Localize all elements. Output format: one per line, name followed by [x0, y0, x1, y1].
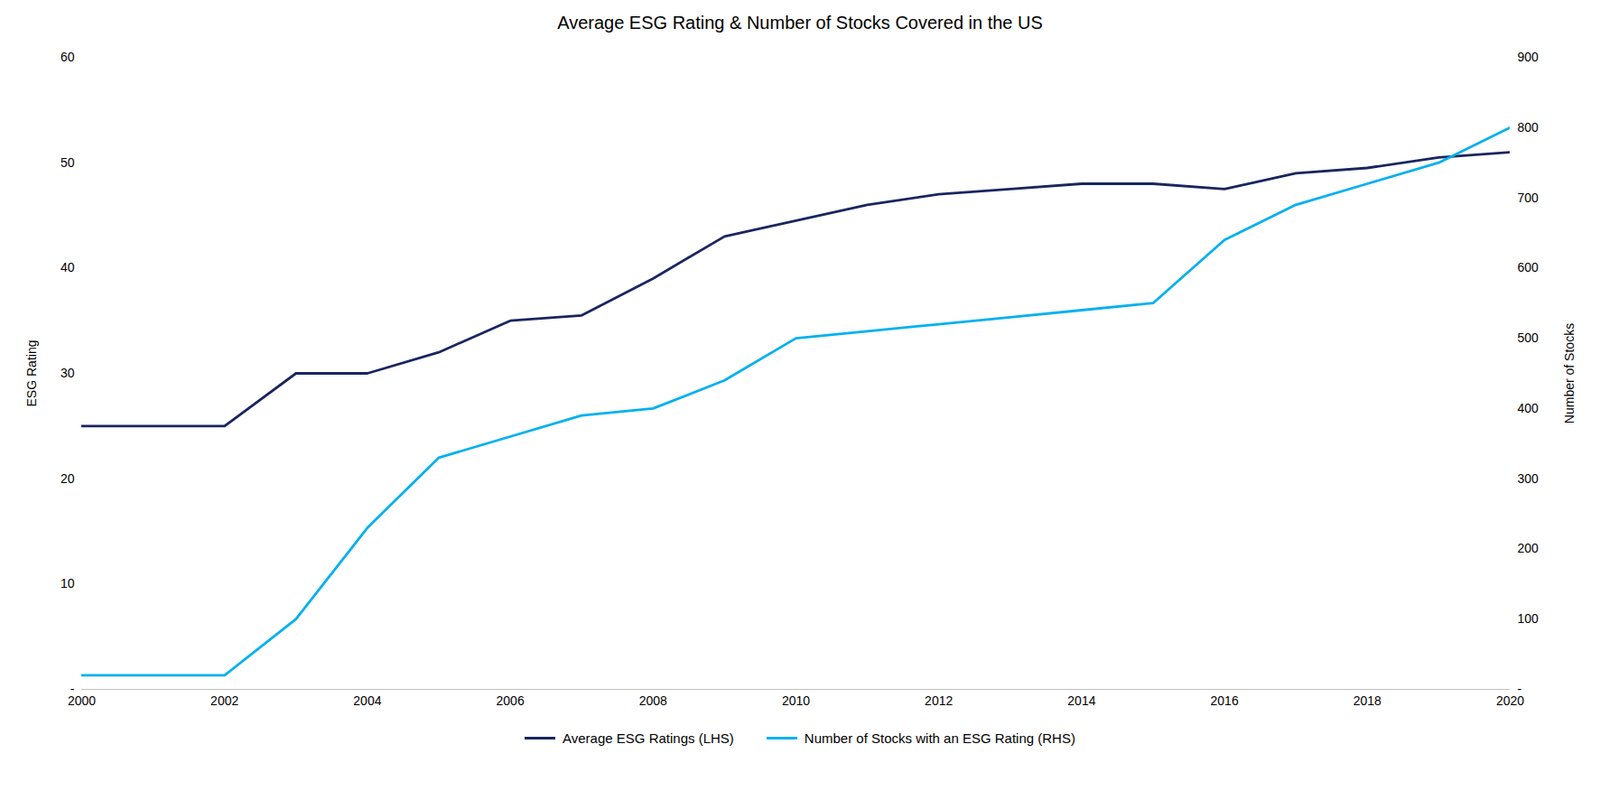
svg-text:2008: 2008 [639, 693, 668, 708]
svg-text:ESG Rating: ESG Rating [24, 340, 39, 408]
svg-text:2004: 2004 [353, 693, 382, 708]
html-text:Number of Stocks with an ESG R: Number of Stocks with an ESG Rating (RHS… [804, 730, 1076, 746]
svg-text:30: 30 [60, 365, 75, 381]
svg-text:600: 600 [1517, 260, 1540, 275]
svg-text:300: 300 [1517, 471, 1540, 486]
svg-text:900: 900 [1517, 49, 1540, 65]
svg-text:10: 10 [60, 576, 75, 591]
svg-text:400: 400 [1517, 400, 1540, 416]
svg-text:-: - [70, 681, 75, 697]
svg-text:2006: 2006 [496, 693, 525, 708]
svg-text:2018: 2018 [1353, 693, 1382, 708]
svg-text:20: 20 [60, 471, 75, 486]
svg-text:40: 40 [60, 260, 75, 275]
svg-text:2016: 2016 [1210, 693, 1239, 708]
html-text:Average ESG Ratings (LHS): Average ESG Ratings (LHS) [562, 730, 734, 746]
svg-text:60: 60 [60, 49, 75, 65]
svg-text:Number of Stocks: Number of Stocks [1562, 323, 1577, 424]
svg-text:800: 800 [1517, 120, 1540, 135]
svg-text:-: - [1517, 681, 1523, 697]
svg-text:200: 200 [1517, 540, 1540, 556]
svg-text:2012: 2012 [924, 693, 953, 708]
svg-text:2000: 2000 [67, 693, 96, 709]
svg-text:700: 700 [1517, 190, 1540, 205]
svg-text:2010: 2010 [781, 693, 810, 708]
svg-text:2014: 2014 [1067, 693, 1096, 708]
svg-text:2020: 2020 [1496, 693, 1525, 709]
html-text:Average ESG Rating & Number of: Average ESG Rating & Number of Stocks Co… [557, 12, 1043, 33]
svg-text:50: 50 [60, 155, 75, 170]
svg-text:2002: 2002 [210, 693, 239, 708]
svg-text:500: 500 [1517, 330, 1540, 345]
svg-text:100: 100 [1517, 611, 1540, 626]
